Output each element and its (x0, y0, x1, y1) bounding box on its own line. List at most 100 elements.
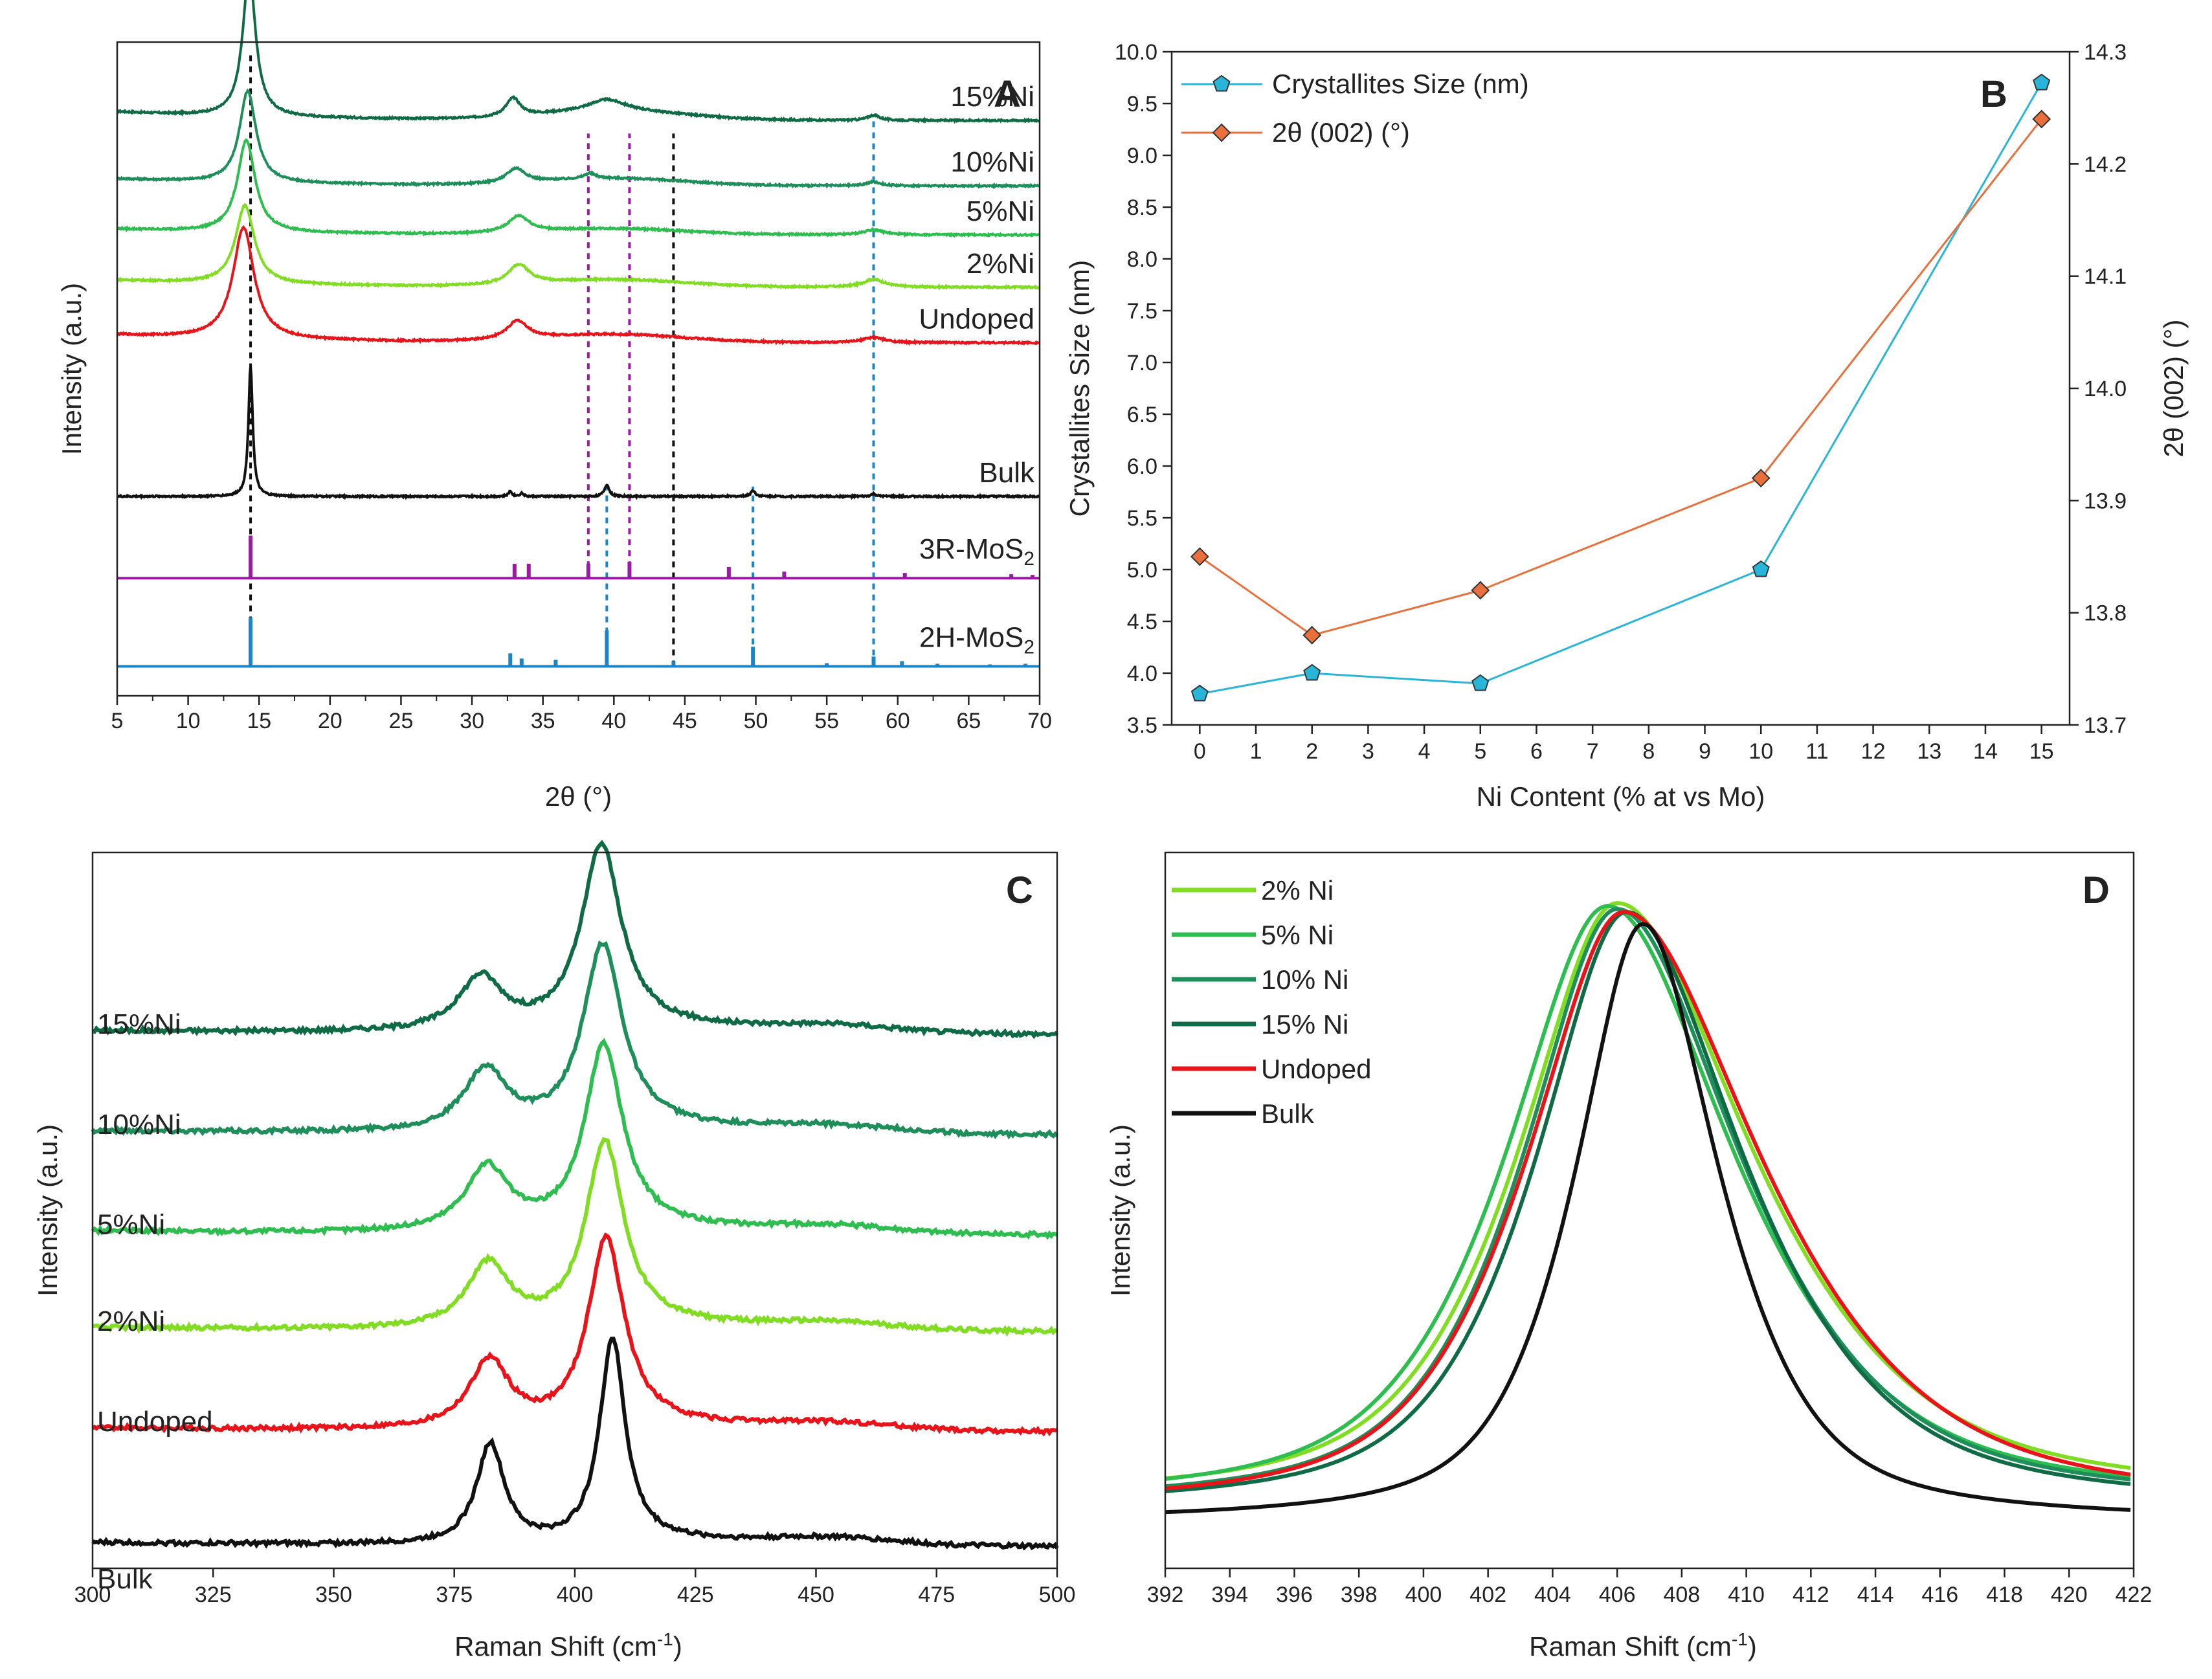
panel-b-ytick-right-label-1: 13.8 (2084, 601, 2127, 626)
panel-b-xtick-label-2: 2 (1306, 739, 1318, 764)
panel-c-letter: C (1006, 869, 1033, 911)
panel-a-xtick-label-12: 65 (956, 709, 981, 733)
panel-b-xtick-label-10: 10 (1748, 739, 1773, 764)
panel-d-xlabel: Raman Shift (cm-1) (1529, 1629, 1757, 1662)
panel-b-ytick-label-12: 9.5 (1127, 92, 1157, 117)
panel-b-xtick-label-15: 15 (2029, 739, 2054, 764)
panel-d-xtick-label-0: 392 (1147, 1583, 1184, 1607)
panel-c-xtick-label-8: 500 (1039, 1583, 1076, 1607)
panel-d-legend-label-5: Bulk (1261, 1098, 1315, 1129)
panel-d-series-line-3 (1165, 909, 2131, 1493)
panel-a-xtick-label-13: 70 (1027, 709, 1052, 733)
panel-b-xtick-label-12: 12 (1861, 739, 1886, 764)
panel-b-xtick-label-1: 1 (1250, 739, 1262, 764)
panel-b-ytick-label-0: 3.5 (1127, 713, 1157, 738)
panel-a-reference-label-1: 2H-MoS2 (919, 622, 1034, 658)
panel-b-crystallite: 0 1 2 3 4 5 6 7 8 9 10 11 12 13 14 153.54.04.55.05.56.0… (1064, 40, 2189, 812)
panel-c-frame (91, 851, 1058, 1570)
panel-d-series-line-4 (1165, 909, 2131, 1491)
panel-c-xtick-label-0: 300 (74, 1583, 111, 1607)
panel-d-xtick-label-6: 404 (1534, 1583, 1571, 1607)
panel-c-xtick-label-7: 475 (918, 1583, 955, 1607)
panel-a-letter: A (994, 73, 1021, 115)
panel-b-series-line-0 (1200, 82, 2042, 695)
panel-b-xtick-label-4: 4 (1418, 739, 1431, 764)
panel-a-sample-label-4: Undoped (919, 304, 1034, 335)
panel-a-xtick-label-9: 50 (744, 709, 768, 733)
panel-c-ylabel: Intensity (a.u.) (32, 1124, 63, 1296)
panel-d-xtick-label-13: 418 (1986, 1583, 2023, 1607)
panel-a-xtick-label-10: 55 (814, 709, 839, 733)
panel-a-sample-label-5: Bulk (979, 457, 1035, 489)
panel-c-sample-label-2: 5%Ni (97, 1209, 165, 1241)
panel-d-letter: D (2083, 869, 2110, 911)
panel-c-sample-label-4: Undoped (97, 1406, 213, 1438)
panel-b-letter: B (1980, 73, 2007, 115)
panel-a-xtick-label-4: 25 (389, 709, 414, 733)
panel-d-xtick-label-7: 406 (1599, 1583, 1636, 1607)
panel-c-sample-label-0: 15%Ni (97, 1008, 181, 1040)
panel-c-xtick-label-1: 325 (195, 1583, 232, 1607)
panel-a-xtick-label-7: 40 (601, 709, 626, 733)
panel-b-point-1-3 (1751, 469, 1771, 488)
panel-b-series-line-1 (1199, 118, 2042, 636)
panel-b-xtick-label-5: 5 (1474, 739, 1486, 764)
panel-a-series-line-2 (116, 138, 1041, 238)
panel-a-xtick-label-1: 10 (176, 709, 201, 733)
panel-a-frame (116, 41, 1041, 697)
panel-b-ytick-right-label-5: 14.2 (2084, 152, 2127, 177)
panel-c-series-line-0 (92, 840, 1059, 1040)
panel-b-ytick-label-11: 9.0 (1127, 144, 1157, 168)
panel-b-ytick-label-5: 6.0 (1127, 454, 1157, 479)
panel-d-xtick-label-1: 394 (1211, 1583, 1248, 1607)
panel-d-xtick-label-5: 402 (1469, 1583, 1506, 1607)
panel-b-xtick-label-9: 9 (1699, 739, 1711, 764)
panel-b-point-0-4 (2033, 73, 2051, 91)
panel-c-xlabel: Raman Shift (cm-1) (454, 1629, 682, 1662)
panel-a-series-line-1 (116, 88, 1040, 189)
panel-a-xtick-label-0: 5 (111, 709, 124, 733)
panel-b-ytick-label-1: 4.0 (1127, 662, 1157, 686)
panel-d-legend-label-2: 10% Ni (1261, 964, 1348, 995)
panel-a-series-line-4 (116, 225, 1040, 346)
panel-b-legend-marker-0 (1212, 74, 1231, 92)
panel-a-sample-label-1: 10%Ni (950, 146, 1034, 178)
panel-b-ylabel-right: 2θ (002) (°) (2158, 320, 2189, 458)
panel-b-ytick-right-label-6: 14.3 (2084, 40, 2127, 65)
panel-c-series-line-3 (92, 1137, 1058, 1337)
panel-d-xtick-label-4: 400 (1405, 1583, 1442, 1607)
panel-b-ytick-label-9: 8.0 (1127, 247, 1157, 272)
panel-a-sample-label-2: 5%Ni (966, 195, 1034, 227)
panel-a-xtick-label-8: 45 (673, 709, 697, 733)
panel-c-xtick-label-5: 425 (677, 1583, 714, 1607)
panel-a-sample-label-3: 2%Ni (966, 248, 1034, 280)
panel-a-xtick-label-5: 30 (460, 709, 484, 733)
panel-b-ytick-label-13: 10.0 (1115, 40, 1157, 65)
panel-b-xtick-label-0: 0 (1194, 739, 1206, 764)
panel-b-point-0-0 (1190, 684, 1209, 702)
panel-b-legend-label-0: Crystallites Size (nm) (1272, 69, 1529, 99)
panel-c-xtick-label-4: 400 (557, 1583, 594, 1607)
panel-a-xtick-label-2: 15 (247, 709, 271, 733)
panel-b-frame (1170, 50, 2071, 726)
panel-d-xtick-label-9: 410 (1728, 1583, 1765, 1607)
panel-d-ylabel: Intensity (a.u.) (1105, 1124, 1135, 1296)
panel-d-legend-label-4: Undoped (1261, 1054, 1371, 1084)
panel-a-xtick-label-6: 35 (531, 709, 555, 733)
panel-c-xtick-label-2: 350 (315, 1583, 352, 1607)
panel-a-xtick-label-11: 60 (886, 709, 910, 733)
panel-a-series-line-0 (117, 0, 1040, 124)
panel-b-xtick-label-13: 13 (1917, 739, 1941, 764)
panel-a-sample-label-0: 15%Ni (950, 81, 1034, 113)
panel-b-ytick-label-4: 5.5 (1127, 506, 1157, 531)
panel-d-xtick-label-15: 422 (2116, 1583, 2152, 1607)
panel-b-ytick-right-label-3: 14.0 (2084, 377, 2127, 401)
panel-b-xtick-label-14: 14 (1973, 739, 1998, 764)
panel-d-xtick-label-14: 420 (2051, 1583, 2088, 1607)
panel-b-point-1-1 (1302, 625, 1322, 645)
panel-a-ylabel: Intensity (a.u.) (56, 283, 87, 455)
panel-b-xtick-label-7: 7 (1587, 739, 1599, 764)
panel-b-point-0-2 (1471, 674, 1490, 691)
